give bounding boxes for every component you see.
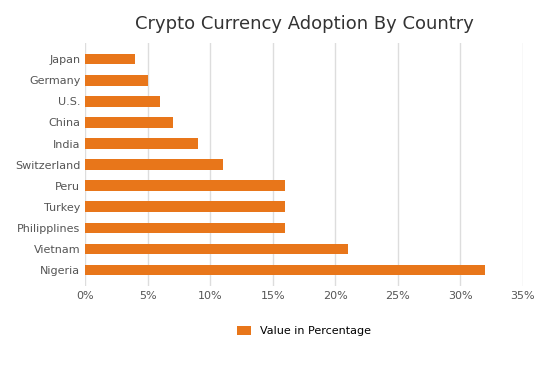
Bar xyxy=(85,54,135,65)
Bar xyxy=(85,75,148,86)
Bar xyxy=(85,180,285,191)
Title: Crypto Currency Adoption By Country: Crypto Currency Adoption By Country xyxy=(135,15,474,33)
Bar xyxy=(85,202,285,212)
Bar xyxy=(85,96,160,107)
Bar xyxy=(85,223,285,233)
Bar xyxy=(85,159,223,170)
Bar xyxy=(85,138,197,149)
Bar xyxy=(85,117,173,128)
Bar xyxy=(85,244,348,254)
Bar xyxy=(85,265,485,275)
Legend: Value in Percentage: Value in Percentage xyxy=(233,321,375,340)
